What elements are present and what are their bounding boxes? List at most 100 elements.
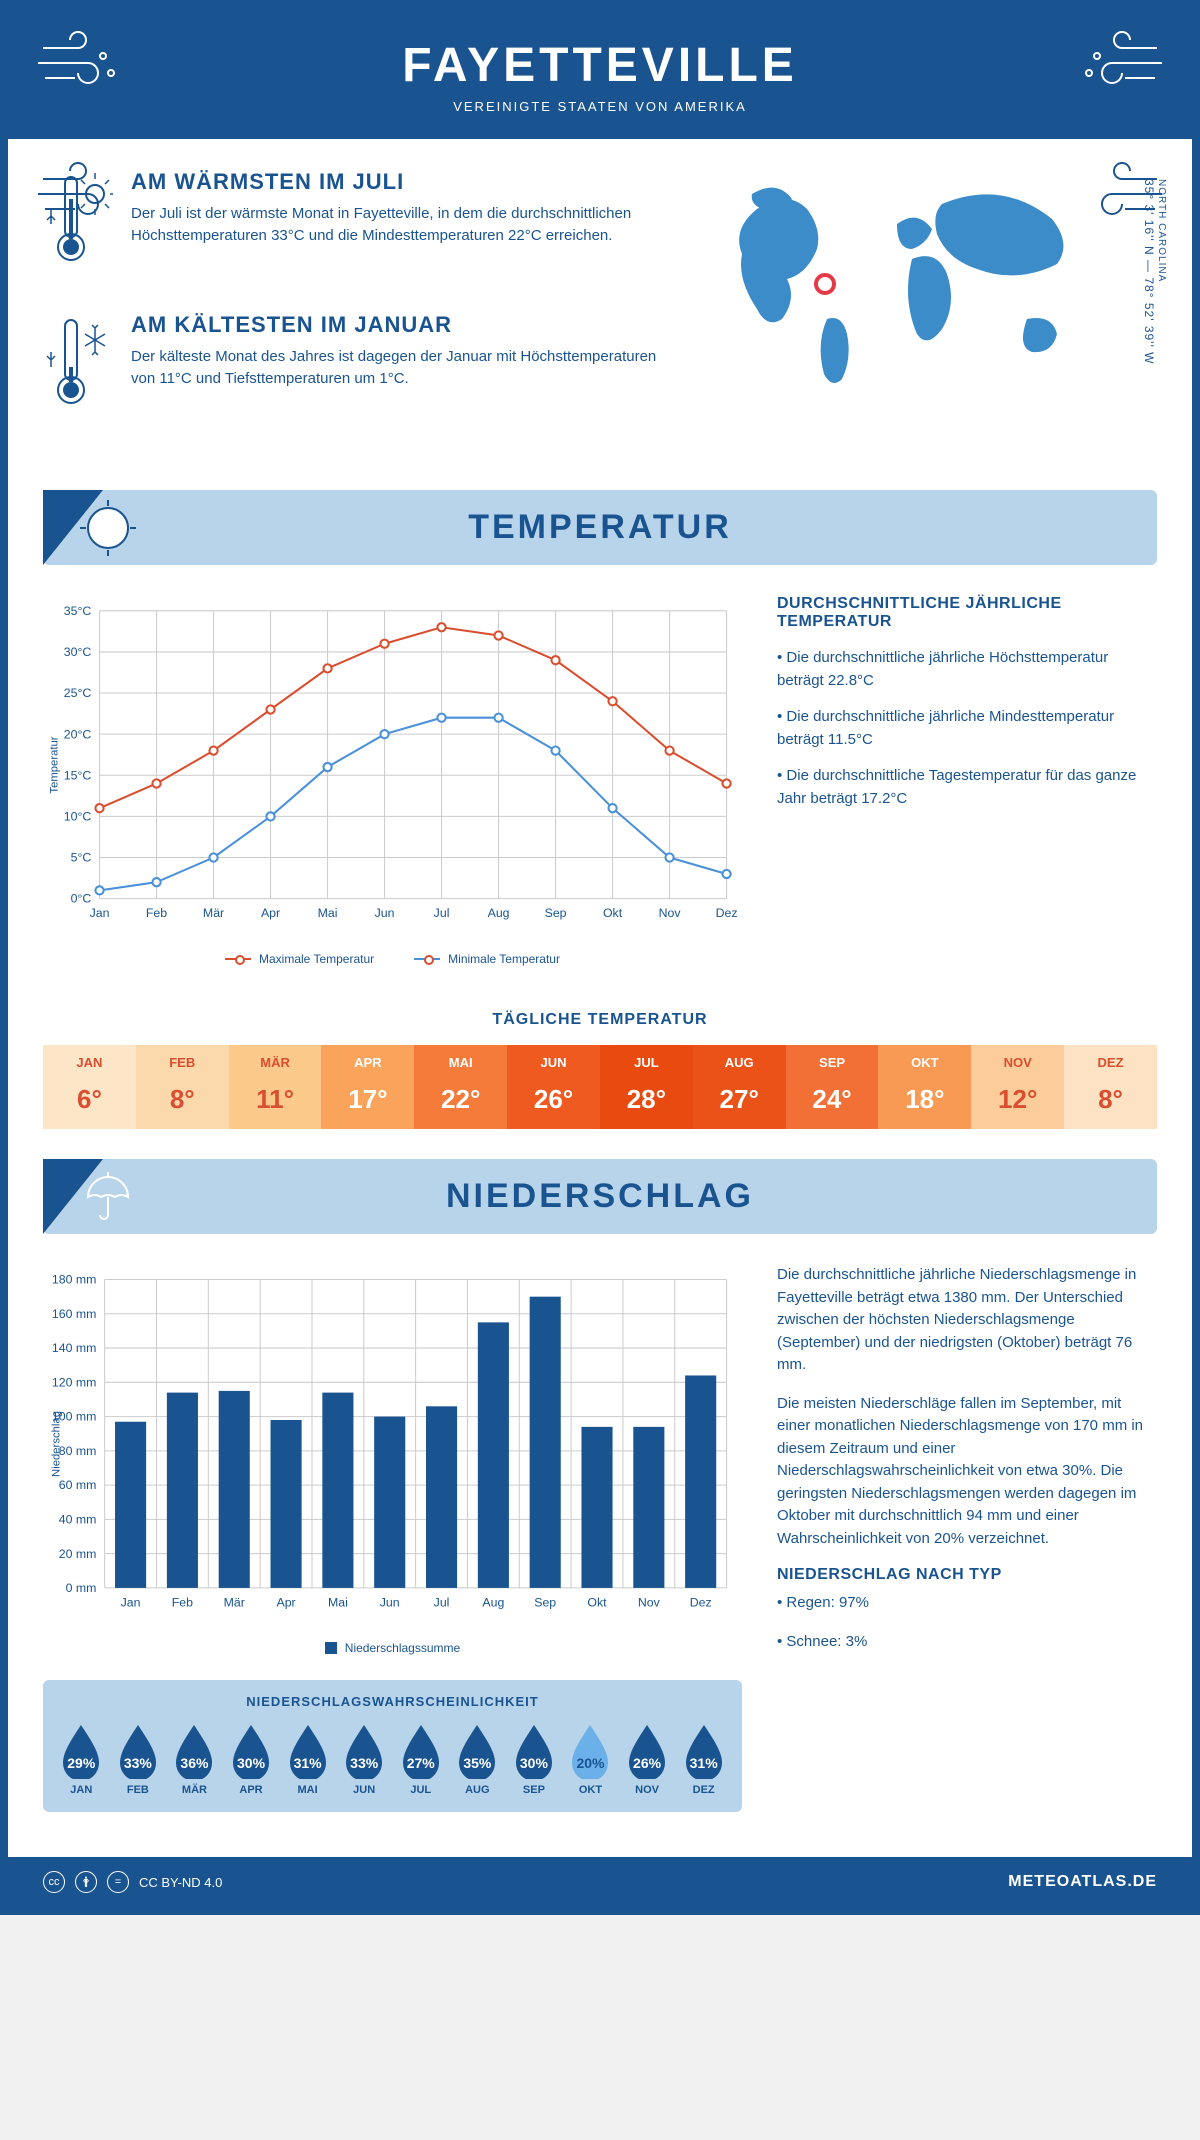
svg-text:Sep: Sep	[534, 1595, 556, 1609]
svg-text:Mär: Mär	[224, 1595, 245, 1609]
daily-temp-grid: JAN6°FEB8°MÄR11°APR17°MAI22°JUN26°JUL28°…	[43, 1045, 1157, 1129]
region-label: NORTH CAROLINA	[1156, 179, 1167, 356]
svg-text:30°C: 30°C	[64, 645, 92, 659]
daily-cell: SEP24°	[786, 1045, 879, 1129]
svg-text:Okt: Okt	[587, 1595, 607, 1609]
temp-section-bar: TEMPERATUR	[43, 490, 1157, 565]
svg-text:35°C: 35°C	[64, 604, 92, 618]
svg-text:Jun: Jun	[375, 906, 395, 920]
fact-cold: AM KÄLTESTEN IM JANUAR Der kälteste Mona…	[43, 312, 667, 427]
daily-title: TÄGLICHE TEMPERATUR	[8, 1011, 1192, 1029]
intro-section: AM WÄRMSTEN IM JULI Der Juli ist der wär…	[8, 139, 1192, 480]
precip-p1: Die durchschnittliche jährliche Niedersc…	[777, 1264, 1157, 1377]
precipitation-bar-chart: 0 mm20 mm40 mm60 mm80 mm100 mm120 mm140 …	[43, 1264, 742, 1624]
by-icon: 🛉	[75, 1871, 97, 1893]
cc-icon: cc	[43, 1871, 65, 1893]
precip-probability-box: NIEDERSCHLAGSWAHRSCHEINLICHKEIT 29%JAN33…	[43, 1680, 742, 1812]
svg-text:0 mm: 0 mm	[66, 1581, 97, 1595]
umbrella-icon	[78, 1167, 138, 1227]
footer: cc 🛉 = CC BY-ND 4.0 METEOATLAS.DE	[8, 1857, 1192, 1907]
prob-drop: 31%DEZ	[678, 1721, 730, 1796]
daily-cell: JUL28°	[600, 1045, 693, 1129]
precip-legend: Niederschlagssumme	[43, 1641, 742, 1655]
daily-cell: MAI22°	[414, 1045, 507, 1129]
svg-text:Nov: Nov	[638, 1595, 661, 1609]
temp-bullet-2: • Die durchschnittliche Tagestemperatur …	[777, 765, 1157, 810]
legend-max: Maximale Temperatur	[259, 952, 374, 966]
daily-cell: DEZ8°	[1064, 1045, 1157, 1129]
prob-drop: 36%MÄR	[168, 1721, 220, 1796]
svg-text:15°C: 15°C	[64, 768, 92, 782]
footer-license: cc 🛉 = CC BY-ND 4.0	[43, 1871, 222, 1893]
svg-text:Jul: Jul	[434, 906, 450, 920]
temp-annotations: DURCHSCHNITTLICHE JÄHRLICHE TEMPERATUR •…	[777, 595, 1157, 966]
daily-cell: JUN26°	[507, 1045, 600, 1129]
temp-bullet-0: • Die durchschnittliche jährliche Höchst…	[777, 647, 1157, 692]
wind-icon-left	[33, 28, 123, 98]
fact-warm: AM WÄRMSTEN IM JULI Der Juli ist der wär…	[43, 169, 667, 284]
wind-icon-right	[1077, 28, 1167, 98]
svg-text:Apr: Apr	[261, 906, 280, 920]
svg-text:25°C: 25°C	[64, 686, 92, 700]
daily-cell: FEB8°	[136, 1045, 229, 1129]
svg-text:140 mm: 140 mm	[52, 1341, 97, 1355]
daily-cell: MÄR11°	[229, 1045, 322, 1129]
prob-drop: 31%MAI	[282, 1721, 334, 1796]
fact-cold-title: AM KÄLTESTEN IM JANUAR	[131, 312, 667, 338]
svg-text:0°C: 0°C	[71, 892, 92, 906]
precip-section-bar: NIEDERSCHLAG	[43, 1159, 1157, 1234]
map-panel: NORTH CAROLINA 35° 3' 16'' N — 78° 52' 3…	[697, 169, 1157, 455]
svg-text:Sep: Sep	[545, 906, 567, 920]
precip-type-heading: NIEDERSCHLAG NACH TYP	[777, 1566, 1157, 1584]
daily-cell: OKT18°	[878, 1045, 971, 1129]
prob-drop: 26%NOV	[621, 1721, 673, 1796]
svg-text:180 mm: 180 mm	[52, 1273, 97, 1287]
thermometer-cold-icon	[43, 312, 113, 427]
prob-drop: 30%APR	[225, 1721, 277, 1796]
wind-icon-body-left	[33, 159, 123, 229]
prob-row: 29%JAN33%FEB36%MÄR30%APR31%MAI33%JUN27%J…	[53, 1721, 732, 1796]
svg-text:Niederschlag: Niederschlag	[50, 1411, 62, 1477]
svg-text:Dez: Dez	[716, 906, 738, 920]
svg-text:40 mm: 40 mm	[59, 1512, 97, 1526]
svg-text:Nov: Nov	[659, 906, 682, 920]
svg-text:Jul: Jul	[434, 1595, 450, 1609]
svg-text:Temperatur: Temperatur	[48, 736, 60, 793]
svg-text:Jun: Jun	[380, 1595, 400, 1609]
svg-text:Aug: Aug	[482, 1595, 504, 1609]
intro-facts: AM WÄRMSTEN IM JULI Der Juli ist der wär…	[43, 169, 667, 455]
svg-text:160 mm: 160 mm	[52, 1307, 97, 1321]
svg-text:20°C: 20°C	[64, 727, 92, 741]
svg-text:10°C: 10°C	[64, 810, 92, 824]
precip-p2: Die meisten Niederschläge fallen im Sept…	[777, 1393, 1157, 1551]
temp-text-heading: DURCHSCHNITTLICHE JÄHRLICHE TEMPERATUR	[777, 595, 1157, 631]
temp-heading: TEMPERATUR	[468, 508, 732, 547]
temp-legend: .legend-swatch:nth-child(1)::after{borde…	[43, 952, 742, 966]
svg-text:Okt: Okt	[603, 906, 623, 920]
temp-body: 0°C5°C10°C15°C20°C25°C30°C35°CJanFebMärA…	[8, 565, 1192, 986]
coords-value: 35° 3' 16'' N — 78° 52' 39'' W	[1142, 179, 1156, 364]
infographic-page: FAYETTEVILLE VEREINIGTE STAATEN VON AMER…	[0, 0, 1200, 1915]
precip-legend-label: Niederschlagssumme	[345, 1641, 460, 1655]
precip-chart-wrap: 0 mm20 mm40 mm60 mm80 mm100 mm120 mm140 …	[43, 1264, 742, 1812]
prob-drop: 30%SEP	[508, 1721, 560, 1796]
legend-min: Minimale Temperatur	[448, 952, 560, 966]
world-map	[697, 169, 1117, 399]
prob-drop: 27%JUL	[395, 1721, 447, 1796]
fact-warm-title: AM WÄRMSTEN IM JULI	[131, 169, 667, 195]
temp-chart-wrap: 0°C5°C10°C15°C20°C25°C30°C35°CJanFebMärA…	[43, 595, 742, 966]
svg-text:Mai: Mai	[328, 1595, 348, 1609]
svg-text:Jan: Jan	[90, 906, 110, 920]
daily-cell: AUG27°	[693, 1045, 786, 1129]
daily-cell: NOV12°	[971, 1045, 1064, 1129]
prob-drop: 33%FEB	[112, 1721, 164, 1796]
footer-site: METEOATLAS.DE	[1008, 1873, 1157, 1891]
daily-cell: JAN6°	[43, 1045, 136, 1129]
svg-text:Apr: Apr	[276, 1595, 295, 1609]
svg-text:Jan: Jan	[121, 1595, 141, 1609]
page-subtitle: VEREINIGTE STAATEN VON AMERIKA	[28, 99, 1172, 114]
prob-drop: 33%JUN	[338, 1721, 390, 1796]
svg-text:5°C: 5°C	[71, 851, 92, 865]
svg-text:Feb: Feb	[172, 1595, 193, 1609]
page-title: FAYETTEVILLE	[28, 38, 1172, 93]
